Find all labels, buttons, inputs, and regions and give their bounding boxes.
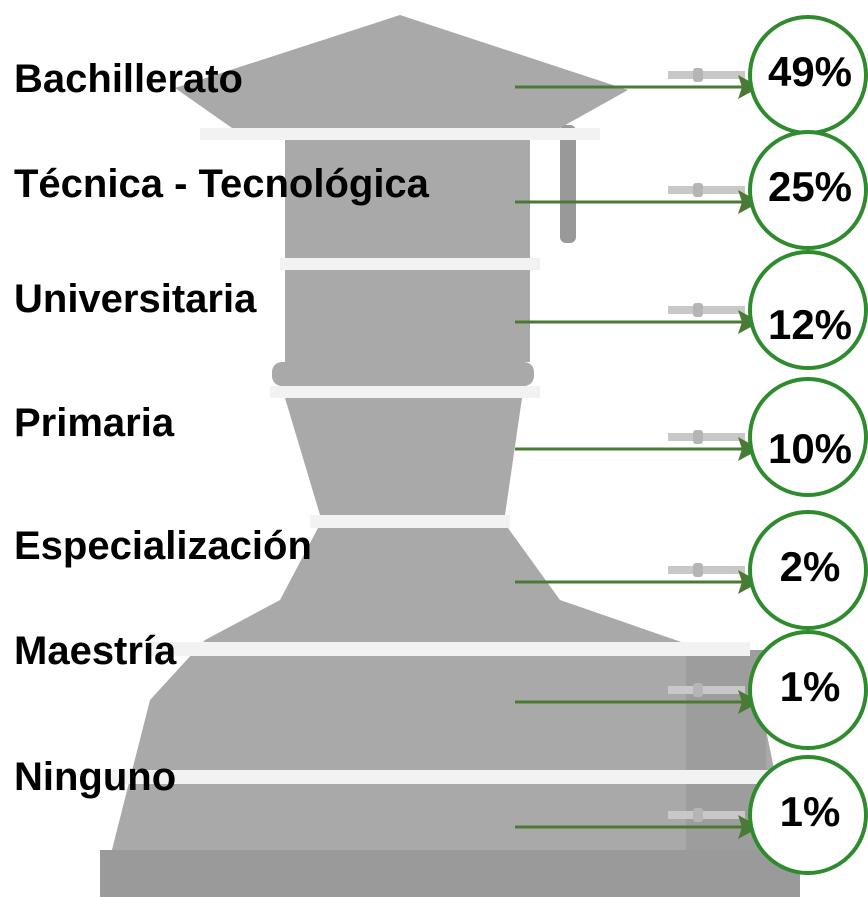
category-label: Primaria xyxy=(14,401,175,445)
category-label: Especialización xyxy=(14,524,312,568)
value-circle xyxy=(748,630,868,750)
arrow-head xyxy=(738,310,760,334)
items: Bachillerato 49% Técnica - Tecnológica 25% U… xyxy=(14,15,868,875)
value-label: 2% xyxy=(780,543,841,590)
silhouette xyxy=(100,15,800,897)
value-label: 1% xyxy=(780,788,841,835)
category-label: Maestría xyxy=(14,629,177,673)
category-label: Ninguno xyxy=(14,755,176,799)
value-circle xyxy=(748,130,868,250)
value-circle xyxy=(748,755,868,875)
connector-knob xyxy=(693,430,703,444)
arrow-head xyxy=(738,75,760,99)
value-label: 25% xyxy=(768,163,852,210)
value-label: 12% xyxy=(768,301,852,348)
connector-knob xyxy=(693,808,703,822)
value-circle xyxy=(748,250,868,370)
arrow-head xyxy=(738,690,760,714)
value-label: 49% xyxy=(768,48,852,95)
connector-knob xyxy=(693,563,703,577)
arrow-head xyxy=(738,570,760,594)
connector-knob xyxy=(693,183,703,197)
value-label: 10% xyxy=(768,425,852,472)
arrow-head xyxy=(738,815,760,839)
silhouette-bands xyxy=(110,128,790,784)
value-circle xyxy=(748,377,868,497)
connector-knob xyxy=(693,303,703,317)
arrow-head xyxy=(738,190,760,214)
category-label: Universitaria xyxy=(14,277,257,321)
value-label: 1% xyxy=(780,663,841,710)
category-label: Bachillerato xyxy=(14,57,243,101)
value-circle xyxy=(748,510,868,630)
category-label: Técnica - Tecnológica xyxy=(14,162,430,206)
arrow-head xyxy=(738,437,760,461)
connector-knob xyxy=(693,68,703,82)
connector-knob xyxy=(693,683,703,697)
